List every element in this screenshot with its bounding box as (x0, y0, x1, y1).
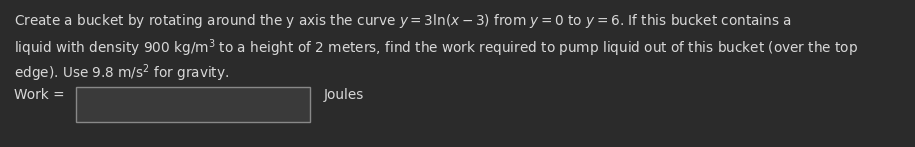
Text: edge). Use 9.8 m/s$^2$ for gravity.: edge). Use 9.8 m/s$^2$ for gravity. (14, 62, 229, 84)
FancyBboxPatch shape (76, 87, 310, 122)
Text: Create a bucket by rotating around the y axis the curve $y = 3\ln(x - 3)$ from $: Create a bucket by rotating around the y… (14, 12, 791, 30)
Text: Work =: Work = (14, 88, 69, 102)
Text: liquid with density 900 kg/m$^3$ to a height of 2 meters, find the work required: liquid with density 900 kg/m$^3$ to a he… (14, 37, 858, 59)
Text: Joules: Joules (324, 88, 364, 102)
